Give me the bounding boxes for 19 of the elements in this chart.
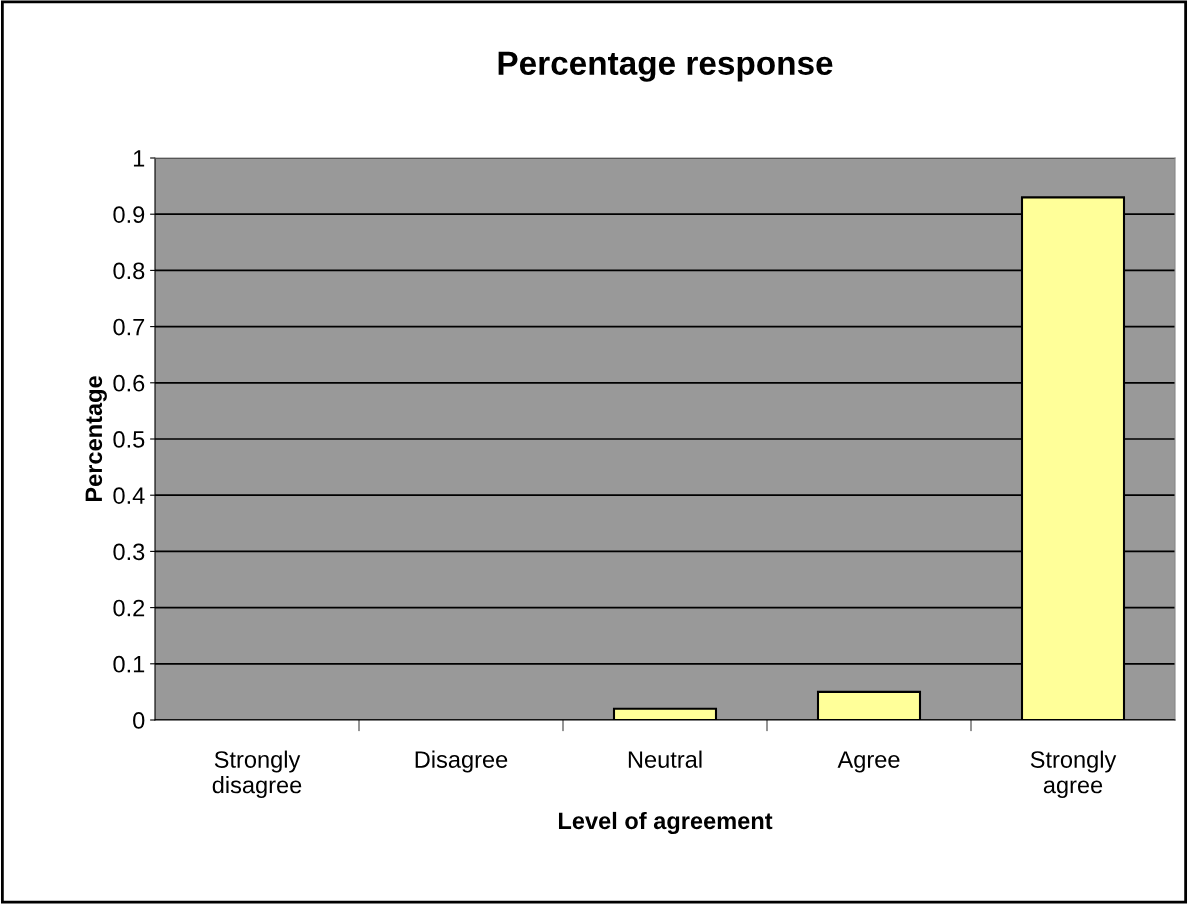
y-tick-label: 0.5 bbox=[113, 431, 145, 448]
x-axis-title: Level of agreement bbox=[558, 811, 773, 834]
y-tick-label: 0.8 bbox=[113, 262, 145, 280]
x-tick-label: Strongly disagree bbox=[212, 750, 302, 798]
y-tick-label: 0.1 bbox=[113, 655, 145, 673]
y-tick-label: 0.4 bbox=[113, 487, 145, 504]
y-tick-label: 0 bbox=[133, 712, 145, 729]
chart-title: Percentage response bbox=[498, 51, 833, 82]
y-tick-label: 1 bbox=[133, 150, 145, 167]
x-tick-label: Agree bbox=[837, 751, 900, 773]
y-tick-label: 0.9 bbox=[113, 206, 145, 223]
y-axis-title: Percentage bbox=[85, 376, 107, 502]
y-tick-label: 0.7 bbox=[113, 318, 145, 336]
y-tick-label: 0.3 bbox=[113, 543, 145, 561]
x-tick-label: Neutral bbox=[628, 750, 702, 768]
x-tick-label: Disagree bbox=[415, 750, 508, 773]
y-tick-label: 0.2 bbox=[113, 599, 145, 617]
y-tick-label: 0.6 bbox=[113, 374, 145, 392]
x-tick-label: Strongly agree bbox=[1030, 750, 1117, 798]
